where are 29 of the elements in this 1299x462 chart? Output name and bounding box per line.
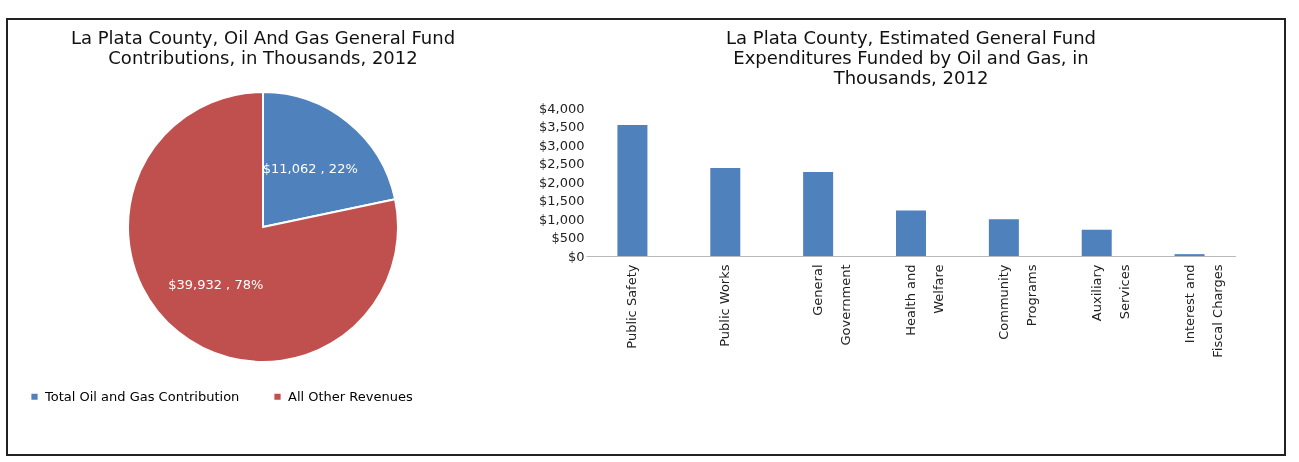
bar	[803, 172, 834, 256]
data-label: $39,932 , 78%	[168, 277, 264, 293]
x-tick-label: Interest and Fiscal Charges	[1181, 264, 1225, 358]
x-tick-label: Public Works	[717, 264, 733, 347]
chart-title: La Plata County, Oil And Gas General Fund Contributions, in Thousands, 2012	[70, 27, 456, 68]
legend-label: Total Oil and Gas Contribution	[44, 388, 240, 404]
data-label: $11,062 , 22%	[262, 160, 358, 176]
bar	[617, 125, 648, 256]
y-tick-label: $0	[567, 248, 585, 264]
x-tick-label: Health and Welfare	[903, 264, 946, 336]
pie-slice	[127, 91, 399, 363]
bar	[896, 210, 926, 256]
bar	[988, 219, 1019, 256]
y-tick-label: $2,000	[539, 174, 585, 190]
y-tick-label: $1,000	[539, 211, 585, 227]
y-tick-label: $3,500	[539, 119, 585, 134]
x-tick-label: Public Safety	[624, 264, 640, 349]
y-tick-label: $500	[551, 230, 585, 245]
y-tick-label: $1,500	[539, 193, 585, 208]
bar	[710, 167, 741, 256]
x-tick-label: Auxiliary Services	[1088, 264, 1132, 322]
y-tick-label: $3,000	[539, 137, 585, 153]
x-tick-label: Community Programs	[995, 264, 1039, 340]
legend-label: All Other Revenues	[288, 388, 413, 404]
x-tick-label: General Government	[810, 264, 854, 346]
y-tick-label: $4,000	[539, 100, 585, 116]
bar	[1081, 229, 1112, 256]
chart-title: La Plata County, Estimated General Fund Expenditures Funded by Oil and Gas, in Thousands, 2012	[726, 27, 1096, 88]
y-tick-label: $2,500	[539, 156, 585, 171]
